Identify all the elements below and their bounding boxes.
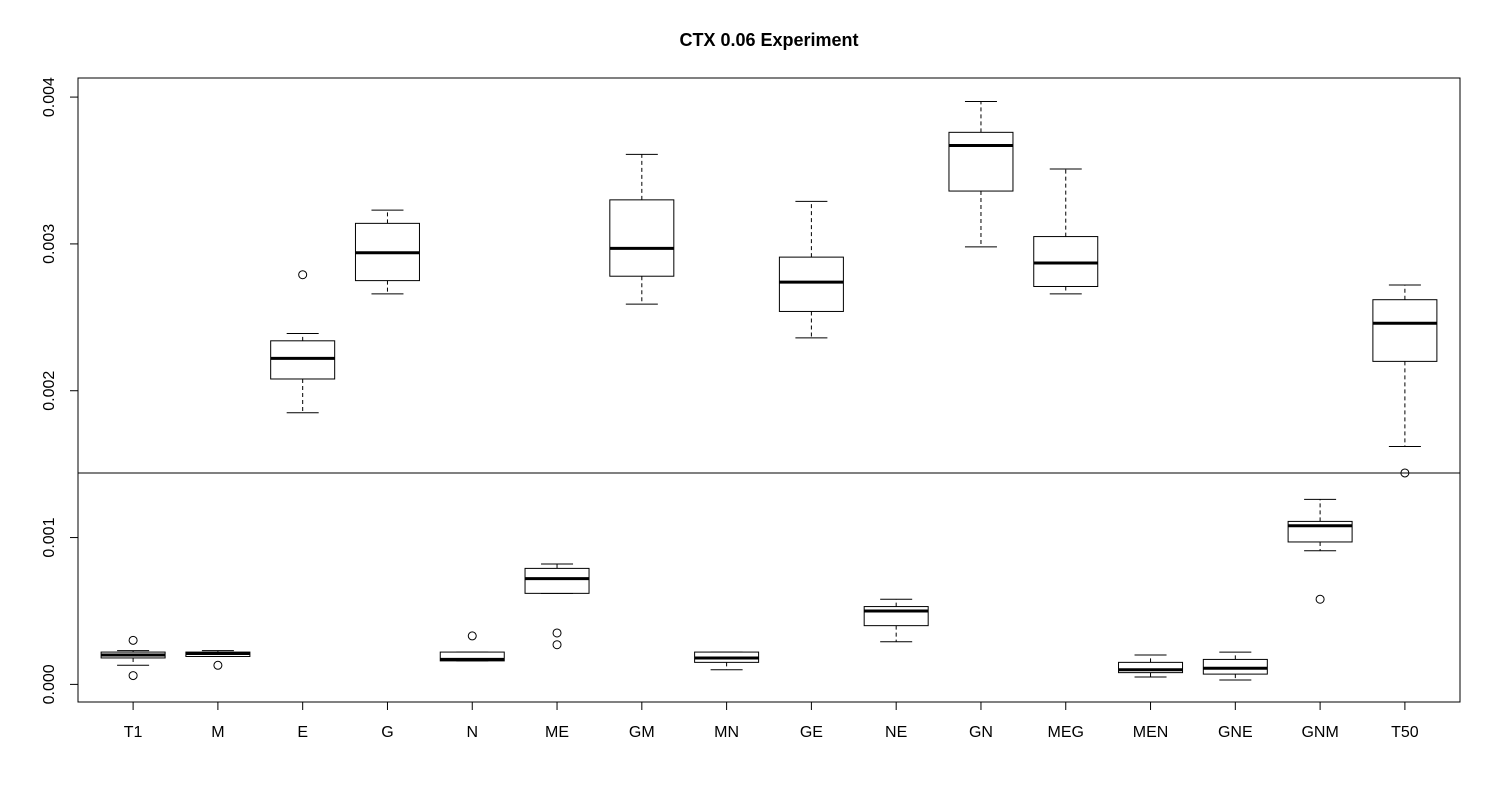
x-tick-label: T50 xyxy=(1391,724,1419,741)
outlier-point xyxy=(552,628,562,638)
box-gn xyxy=(948,100,1014,248)
box-iqr xyxy=(1118,661,1184,674)
x-tick-label: N xyxy=(466,724,478,741)
box-gnm xyxy=(1287,498,1353,604)
box-t50 xyxy=(1372,284,1438,478)
y-axis: 0.000 0.001 0.002 0.003 0.004 xyxy=(41,77,79,704)
x-tick-label: MEN xyxy=(1133,724,1169,741)
x-tick-label: E xyxy=(297,724,308,741)
x-axis: T1 M E G N ME GM MN GE NE GN MEG MEN GNE GNM T50 xyxy=(124,701,1419,741)
box-m xyxy=(185,650,251,670)
chart-title: CTX 0.06 Experiment xyxy=(679,30,859,50)
box-g xyxy=(354,209,420,295)
x-tick-label: G xyxy=(381,724,393,741)
y-tick-label: 0.002 xyxy=(41,371,58,411)
box-iqr xyxy=(524,567,590,594)
x-tick-label: GN xyxy=(969,724,993,741)
y-tick-label: 0.003 xyxy=(41,224,58,264)
outlier-point xyxy=(128,635,138,645)
box-n xyxy=(439,631,505,662)
outlier-point xyxy=(552,640,562,650)
outlier-point xyxy=(213,660,223,670)
box-meg xyxy=(1033,168,1099,295)
box-ne xyxy=(863,598,929,643)
x-tick-label: NE xyxy=(885,724,907,741)
x-tick-label: M xyxy=(211,724,224,741)
x-tick-label: GNM xyxy=(1301,724,1338,741)
box-iqr xyxy=(609,199,675,277)
x-tick-label: T1 xyxy=(124,724,143,741)
outlier-point xyxy=(298,270,308,280)
x-tick-label: GM xyxy=(629,724,655,741)
box-ge xyxy=(778,200,844,339)
outlier-point xyxy=(467,631,477,641)
x-tick-label: GE xyxy=(800,724,823,741)
outlier-point xyxy=(1315,594,1325,604)
box-e xyxy=(270,270,336,414)
x-tick-label: GNE xyxy=(1218,724,1253,741)
box-men xyxy=(1118,654,1184,678)
x-tick-label: ME xyxy=(545,724,569,741)
x-tick-label: MN xyxy=(714,724,739,741)
box-gne xyxy=(1202,651,1268,681)
boxes xyxy=(100,100,1438,681)
box-iqr xyxy=(948,131,1014,192)
y-tick-label: 0.000 xyxy=(41,664,58,704)
box-t1 xyxy=(100,635,166,681)
box-gm xyxy=(609,153,675,305)
box-iqr xyxy=(1372,299,1438,362)
y-tick-label: 0.004 xyxy=(41,77,58,117)
outlier-point xyxy=(128,671,138,681)
box-iqr xyxy=(863,606,929,627)
box-mn xyxy=(694,651,760,671)
box-me xyxy=(524,563,590,650)
box-iqr xyxy=(778,256,844,312)
y-tick-label: 0.001 xyxy=(41,517,58,557)
x-tick-label: MEG xyxy=(1048,724,1084,741)
plot-frame xyxy=(77,77,1461,703)
